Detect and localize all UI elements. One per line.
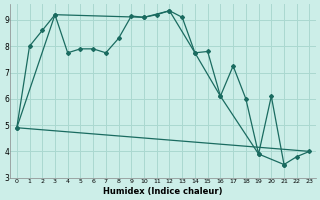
- X-axis label: Humidex (Indice chaleur): Humidex (Indice chaleur): [103, 187, 223, 196]
